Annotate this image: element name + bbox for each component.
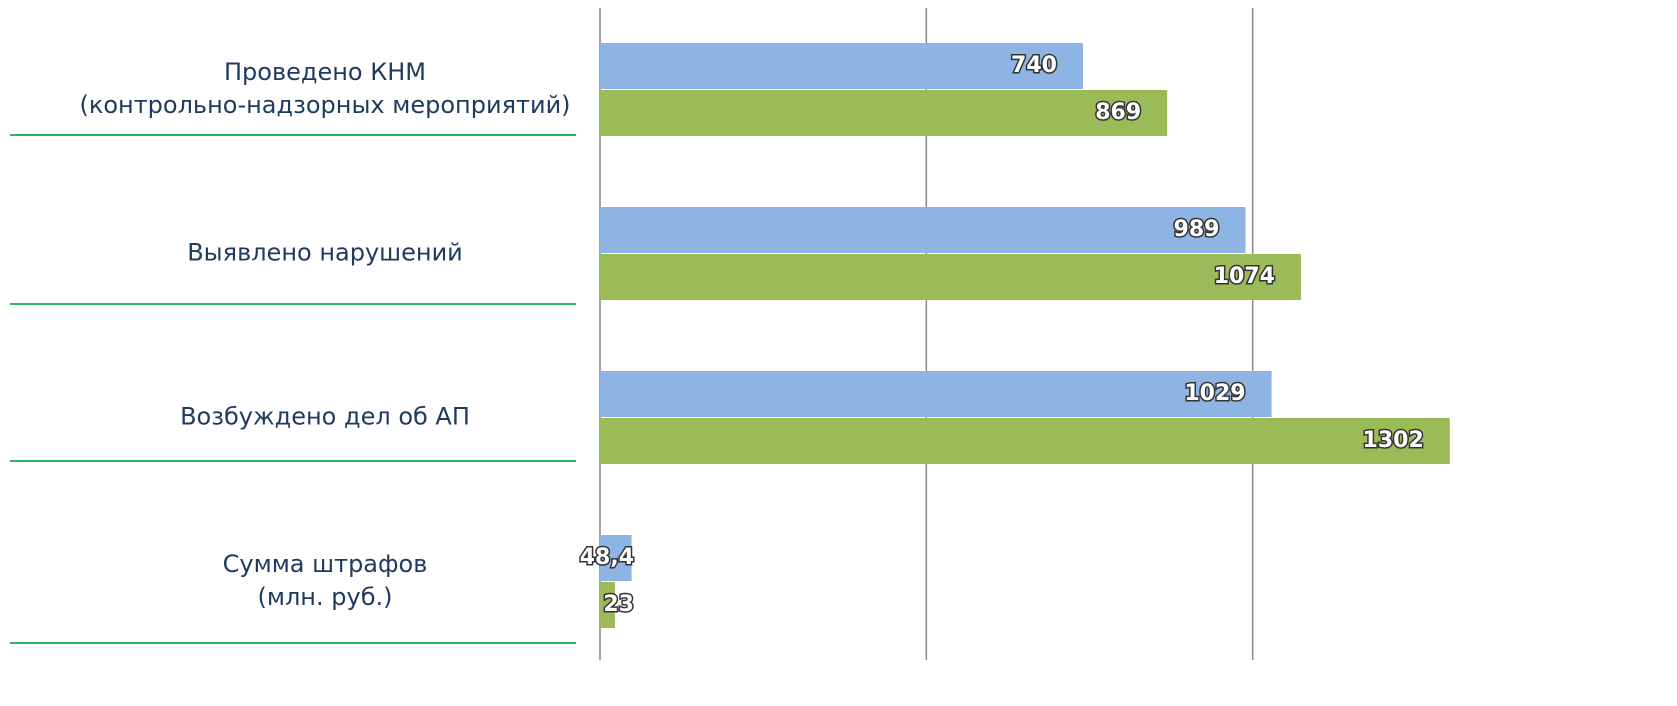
value-label: 48,4 xyxy=(580,545,634,570)
bar xyxy=(600,418,1450,464)
bar xyxy=(600,90,1168,136)
bar xyxy=(600,207,1246,253)
bar xyxy=(600,254,1301,300)
value-label: 1074 xyxy=(1214,264,1275,289)
value-label: 1029 xyxy=(1184,381,1245,406)
category-label: Возбуждено дел об АП xyxy=(180,402,470,431)
bar xyxy=(600,43,1083,89)
value-label: 989 xyxy=(1174,217,1220,242)
value-label: 740 xyxy=(1011,53,1057,78)
value-label: 869 xyxy=(1095,100,1141,125)
bar xyxy=(600,535,632,581)
value-label: 23 xyxy=(603,592,634,617)
category-label: Выявлено нарушений xyxy=(187,238,463,267)
bar xyxy=(600,582,616,628)
value-label: 1302 xyxy=(1363,428,1424,453)
category-label: Проведено КНМ (контрольно-надзорных меро… xyxy=(79,58,571,119)
bar xyxy=(600,371,1272,417)
category-label: Сумма штрафов (млн. руб.) xyxy=(222,550,428,611)
